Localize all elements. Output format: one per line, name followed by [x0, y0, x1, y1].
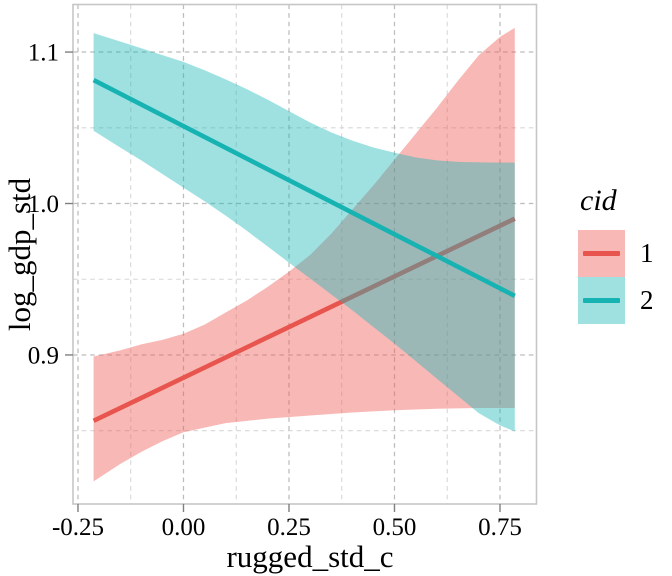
grid-minor [73, 4, 537, 504]
legend-label-2: 2 [640, 285, 654, 315]
grid-major [73, 4, 537, 504]
x-tick-label: -0.25 [52, 514, 104, 541]
panel-border [72, 3, 538, 505]
legend-key-swatch-1 [578, 230, 625, 277]
legend-keys: 1 2 [578, 230, 654, 324]
legend-key-swatch-2 [578, 277, 625, 324]
y-axis-title: log_gdp_std [2, 177, 37, 331]
legend-key-line-2 [583, 298, 620, 303]
series-cid-2 [92, 33, 516, 432]
legend-key-line-1 [583, 251, 620, 256]
axes: -0.25 0.00 0.25 0.50 0.75 0.9 1.0 1.1 rugged_std… [2, 40, 522, 574]
legend: cid 1 2 [578, 186, 654, 324]
y-tick-label: 1.0 [28, 191, 59, 218]
x-tick-label: 0.50 [373, 514, 417, 541]
y-tick-label: 0.9 [28, 342, 59, 369]
trend-line-cid-1 [92, 216, 516, 423]
legend-item-cid-2: 2 [578, 277, 654, 324]
trend-line-cid-2 [92, 78, 516, 298]
series-cid-1 [92, 27, 516, 482]
legend-title: cid [580, 184, 617, 217]
legend-item-cid-1: 1 [578, 230, 654, 277]
x-tick-label: 0.25 [267, 514, 311, 541]
x-axis-title: rugged_std_c [226, 539, 393, 574]
legend-label-1: 1 [640, 238, 654, 268]
y-tick-label: 1.1 [28, 40, 59, 67]
x-tick-label: 0.00 [162, 514, 206, 541]
x-tick-label: 0.75 [478, 514, 522, 541]
